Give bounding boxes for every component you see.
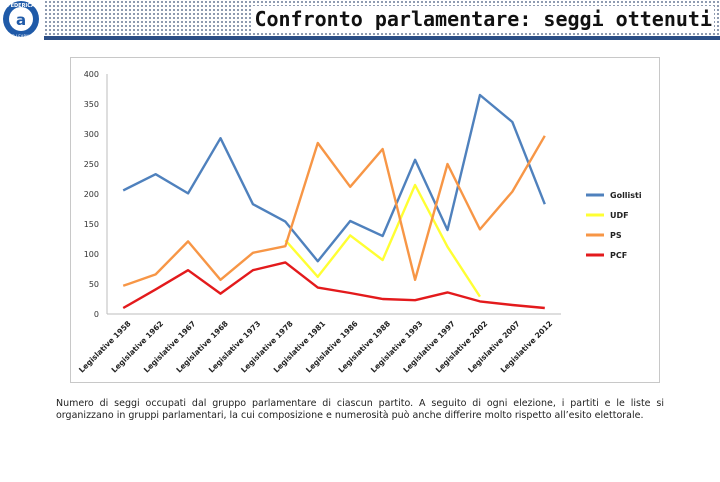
x-tick-label: Legislative 1958 <box>77 319 133 375</box>
page-title: Confronto parlamentare: seggi ottenuti <box>252 6 714 32</box>
series-line-udf <box>284 183 481 298</box>
series-line-gollisti <box>122 93 546 263</box>
logo-text: FEDERICA <box>7 3 35 9</box>
svg-text:a: a <box>16 11 26 29</box>
federica-logo: a WEB LEARNING FEDERICA <box>0 0 44 40</box>
legend-label: PCF <box>610 251 627 260</box>
chart-caption: Numero di seggi occupati dal gruppo parl… <box>56 398 664 421</box>
y-tick-label: 250 <box>84 160 99 169</box>
y-tick-label: 100 <box>84 250 99 259</box>
legend-label: PS <box>610 231 622 240</box>
legend-label: UDF <box>610 211 629 220</box>
y-tick-label: 150 <box>84 220 99 229</box>
y-tick-label: 400 <box>84 70 99 79</box>
chart-frame: 0 50 100 150 200 250 300 350 400 Legislative 1958… <box>70 57 660 383</box>
y-tick-label: 0 <box>94 310 99 319</box>
series-line-pcf <box>122 261 545 310</box>
legend-label: Gollisti <box>610 191 642 200</box>
header-bar <box>44 36 720 40</box>
y-tick-label: 200 <box>84 190 99 199</box>
y-tick-label: 50 <box>89 280 99 289</box>
series-line-ps <box>122 135 546 287</box>
y-tick-label: 300 <box>84 130 99 139</box>
logo-subtext: WEB LEARNING <box>5 34 36 39</box>
y-tick-label: 350 <box>84 100 99 109</box>
seats-line-chart: 0 50 100 150 200 250 300 350 400 Legislative 1958… <box>77 70 642 375</box>
